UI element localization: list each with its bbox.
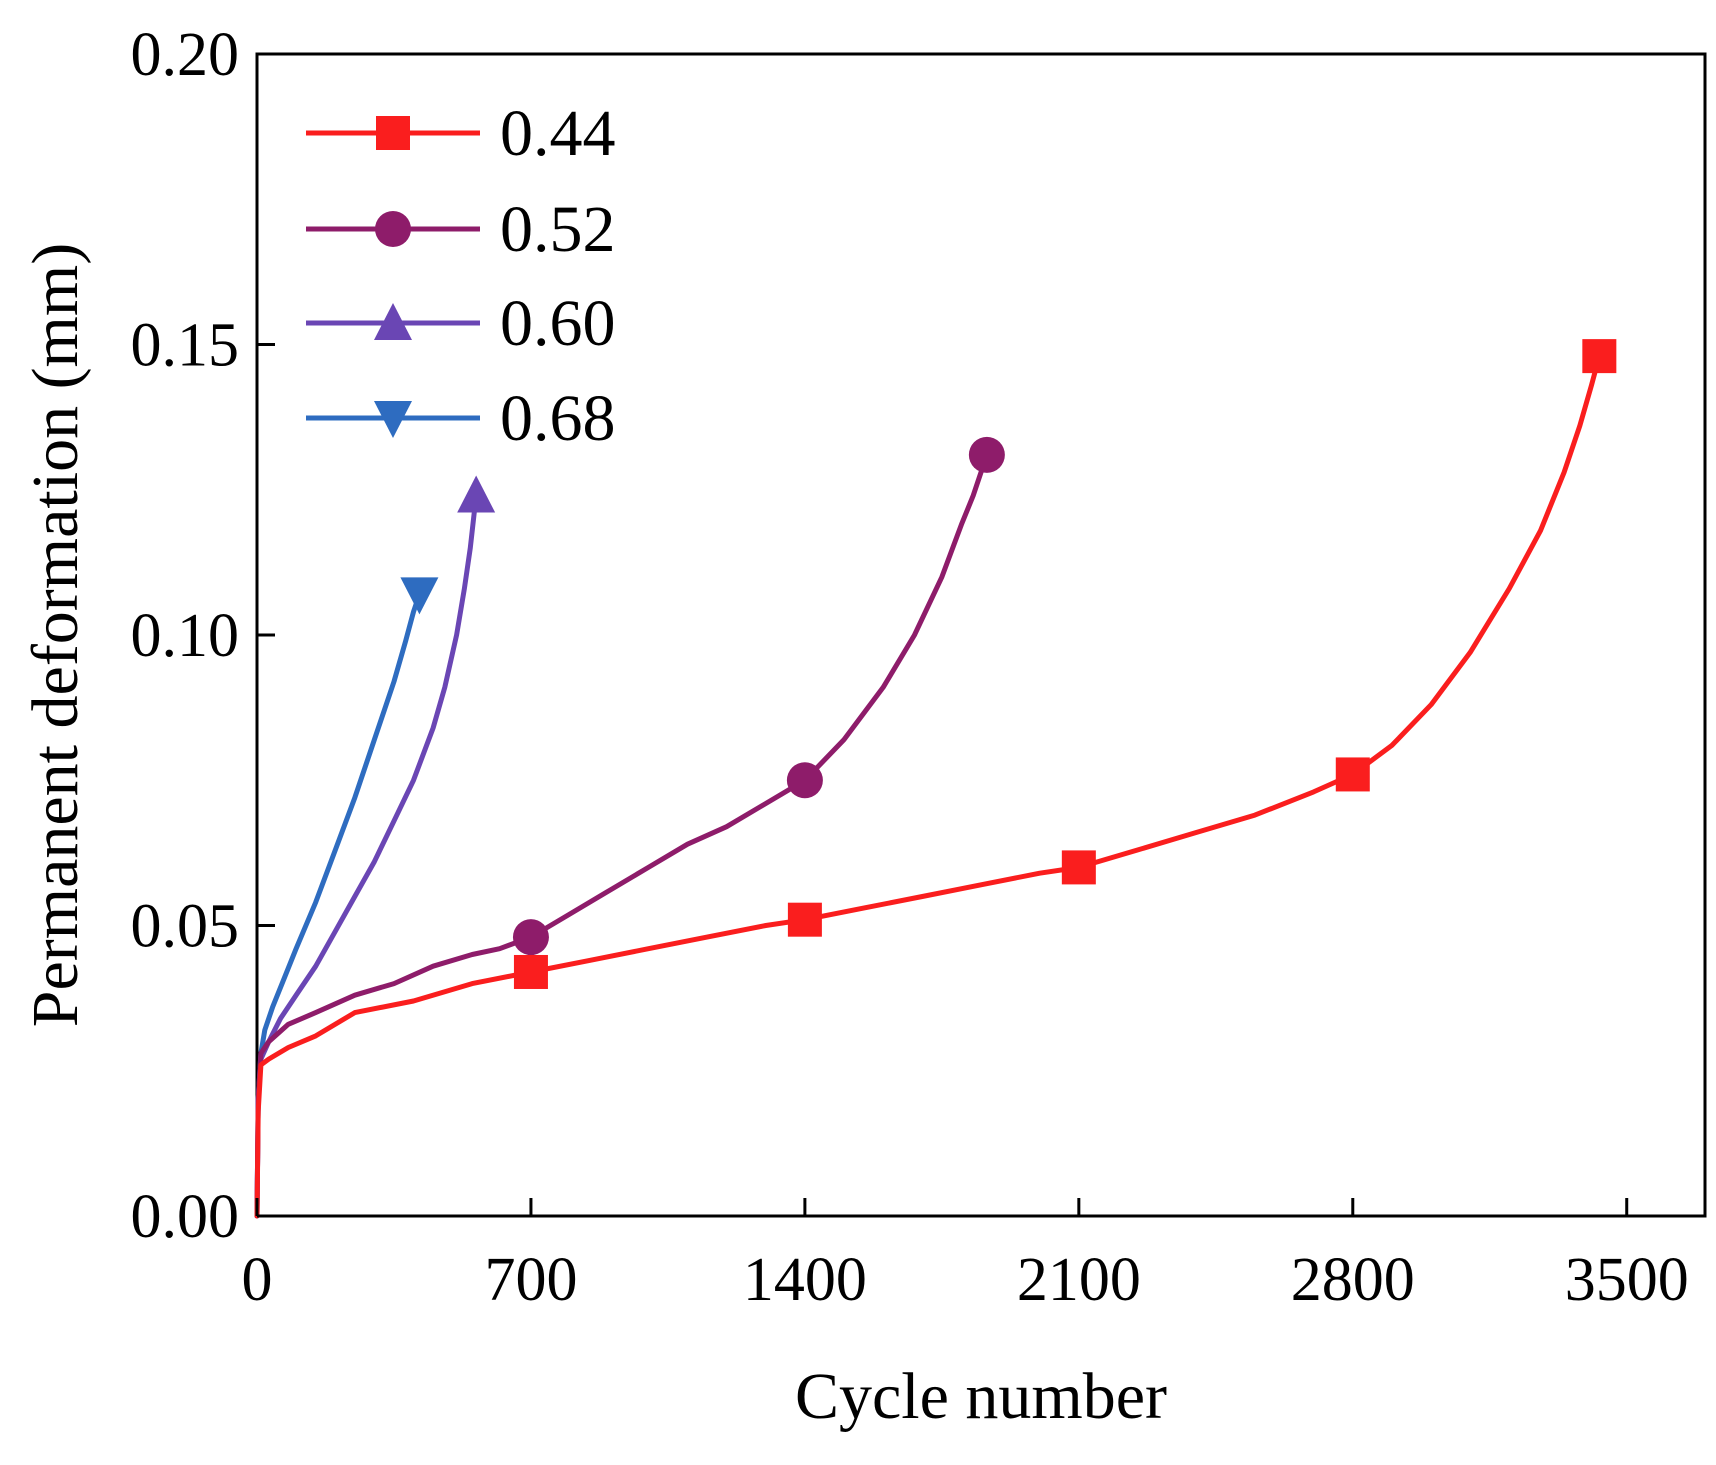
series-line [254, 353, 1602, 1219]
data-point-marker [1335, 757, 1370, 792]
data-point-marker [1061, 850, 1096, 885]
legend-label: 0.68 [500, 382, 616, 455]
x-tick-label: 2100 [1017, 1246, 1141, 1314]
x-tick-label: 0 [242, 1246, 273, 1314]
x-tick-label: 700 [484, 1246, 577, 1314]
legend-marker [374, 303, 412, 340]
x-axis: 0 700 1400 2100 2800 3500 [242, 1198, 1689, 1314]
series-0.68 [254, 577, 439, 1219]
data-point-marker [787, 902, 822, 937]
legend-item: 0.68 [306, 382, 616, 455]
y-tick-label: 0.00 [131, 1183, 240, 1251]
y-axis-label: Permanent deformation (mm) [19, 243, 92, 1027]
series-line [254, 591, 422, 1219]
data-point-marker [786, 762, 823, 799]
plot-area [254, 52, 1707, 1219]
legend-item: 0.52 [306, 193, 616, 266]
y-tick-label: 0.10 [131, 602, 240, 670]
legend-marker [374, 401, 412, 438]
data-point-marker [968, 436, 1005, 473]
x-tick-label: 2800 [1291, 1246, 1415, 1314]
y-tick-label: 0.05 [131, 893, 240, 961]
series-layer [254, 339, 1617, 1219]
legend-marker [376, 116, 410, 150]
legend-label: 0.60 [500, 287, 616, 360]
series-0.44 [254, 339, 1617, 1219]
data-point-marker [513, 954, 548, 989]
y-axis: 0.00 0.05 0.10 0.15 0.20 [131, 21, 275, 1251]
data-point-marker [512, 919, 549, 956]
x-tick-label: 1400 [743, 1246, 867, 1314]
data-point-marker [1582, 339, 1617, 374]
series-line [254, 452, 990, 1219]
data-point-marker [457, 475, 496, 513]
legend-marker [375, 211, 411, 247]
y-tick-label: 0.20 [131, 21, 240, 89]
series-0.60 [254, 475, 496, 1219]
x-tick-label: 3500 [1565, 1246, 1689, 1314]
legend-label: 0.44 [500, 97, 616, 170]
legend-item: 0.60 [306, 287, 616, 360]
legend-label: 0.52 [500, 193, 616, 266]
series-line [254, 493, 479, 1219]
y-tick-label: 0.15 [131, 312, 240, 380]
series-0.52 [254, 436, 1005, 1219]
data-point-marker [400, 577, 439, 615]
legend: 0.44 0.52 0.60 0.68 [306, 97, 616, 455]
legend-item: 0.44 [306, 97, 616, 170]
x-axis-label: Cycle number [795, 1360, 1167, 1433]
